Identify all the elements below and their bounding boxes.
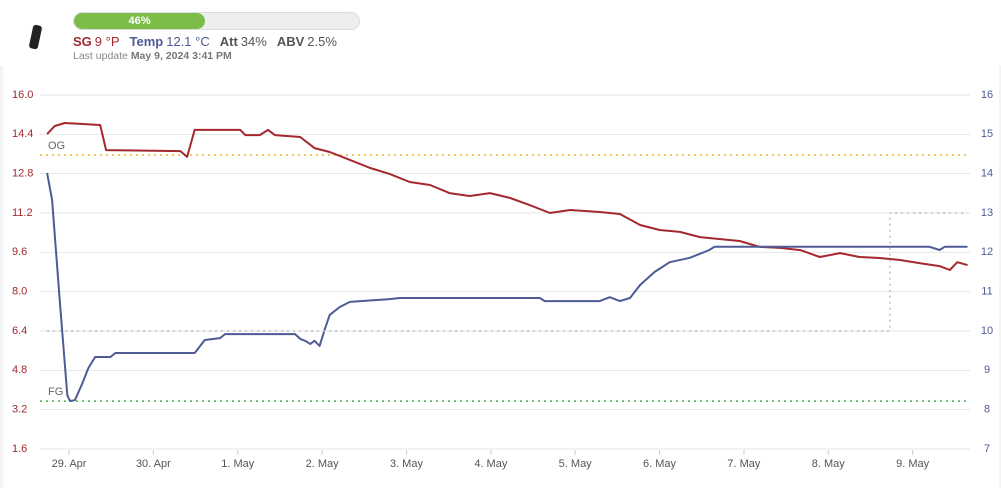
- y2-tick-label: 11: [981, 286, 992, 298]
- progress-fill: 46%: [74, 13, 206, 29]
- y-tick-label: 9.6: [12, 246, 27, 258]
- y-tick-label: 3.2: [12, 404, 27, 416]
- y2-tick-label: 7: [984, 443, 990, 455]
- stat-label: Temp: [129, 34, 164, 49]
- series-line: [46, 122, 968, 271]
- stat-label: Att: [219, 34, 238, 49]
- stat-value: 2.5%: [307, 34, 337, 49]
- reference-label: OG: [48, 140, 65, 152]
- update-label: Last update: [73, 50, 128, 62]
- stat-label: SG: [73, 34, 92, 49]
- y2-tick-label: 10: [981, 325, 993, 337]
- stat-value: 34%: [240, 34, 267, 49]
- x-tick-label: 8. May: [812, 458, 846, 470]
- y-tick-label: 6.4: [12, 325, 27, 337]
- stat-value: 9 °P: [94, 34, 120, 49]
- y-tick-label: 11.2: [12, 207, 33, 219]
- x-tick-label: 3. May: [390, 458, 424, 470]
- x-tick-label: 9. May: [896, 458, 930, 470]
- series-line: [47, 212, 968, 332]
- x-tick-label: 30. Apr: [136, 458, 171, 470]
- series-line: [46, 172, 968, 402]
- x-tick-label: 6. May: [643, 458, 677, 470]
- stat-label: ABV: [276, 34, 305, 49]
- y2-tick-label: 8: [984, 404, 990, 416]
- y2-tick-label: 12: [981, 246, 993, 258]
- y2-tick-label: 9: [984, 364, 990, 376]
- y-tick-label: 4.8: [12, 364, 27, 376]
- y2-tick-label: 14: [981, 168, 993, 180]
- reference-label: FG: [48, 386, 63, 398]
- last-update: Last update May 9, 2024 3:41 PM: [73, 50, 232, 62]
- y-tick-label: 16.0: [12, 89, 33, 101]
- progress-bar: 46%: [73, 12, 360, 30]
- x-tick-label: 7. May: [727, 458, 761, 470]
- update-time: May 9, 2024 3:41 PM: [130, 50, 232, 62]
- x-tick-label: 29. Apr: [52, 458, 87, 470]
- y2-tick-label: 16: [981, 89, 993, 101]
- y-tick-label: 1.6: [12, 443, 27, 455]
- chart-card: [3, 66, 999, 488]
- y2-tick-label: 15: [981, 128, 993, 140]
- y-tick-label: 14.4: [12, 128, 33, 140]
- y-tick-label: 8.0: [12, 286, 27, 298]
- y-tick-label: 12.8: [12, 168, 33, 180]
- x-tick-label: 4. May: [474, 458, 508, 470]
- x-tick-label: 5. May: [559, 458, 593, 470]
- stat-value: 12.1 °C: [166, 34, 210, 49]
- header: 46% SG 9 °P Temp 12.1 °C Att 34% ABV 2.5% Last …: [0, 0, 1001, 66]
- x-tick-label: 2. May: [306, 458, 340, 470]
- y2-tick-label: 13: [981, 207, 993, 219]
- stats: SG 9 °P Temp 12.1 °C Att 34% ABV 2.5%: [73, 34, 347, 49]
- x-tick-label: 1. May: [221, 458, 255, 470]
